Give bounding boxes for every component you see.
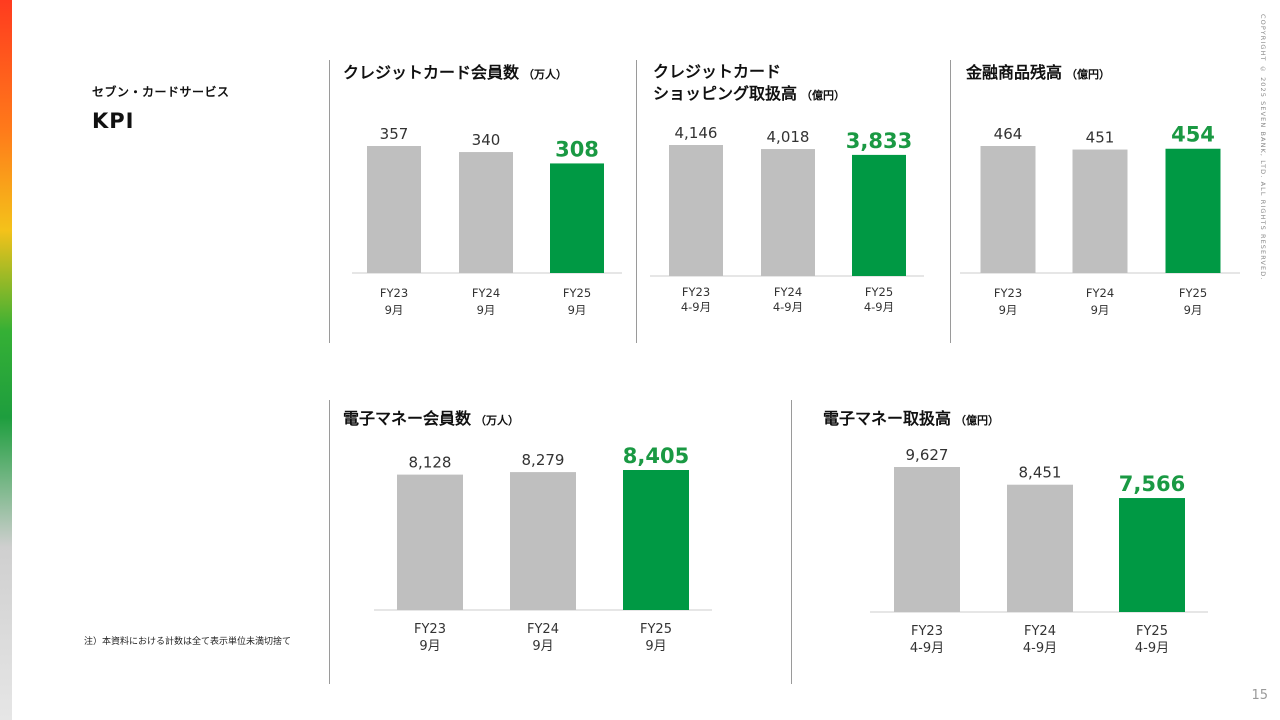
data-label: 8,279 <box>522 451 565 469</box>
data-label: 464 <box>994 125 1023 143</box>
chart-title-text: 電子マネー会員数 <box>343 409 472 428</box>
panel-divider <box>636 60 637 343</box>
category-label: FY24 <box>774 285 802 299</box>
category-label: 9月 <box>419 639 440 654</box>
category-label: FY25 <box>865 285 893 299</box>
bar <box>623 470 689 610</box>
section-subtitle: セブン・カードサービス <box>92 85 230 99</box>
panel-divider <box>329 60 330 343</box>
chart-title-credit-shopping: クレジットカード ショッピング取扱高 （億円） <box>653 61 845 107</box>
data-label: 3,833 <box>846 129 912 153</box>
chart-unit: （億円） <box>955 414 1000 427</box>
left-gradient-stripe <box>0 0 12 720</box>
data-label: 4,146 <box>675 124 718 142</box>
bar <box>550 163 604 273</box>
data-label: 7,566 <box>1119 472 1185 496</box>
bar <box>669 145 723 276</box>
chart-title-emoney-members: 電子マネー会員数 （万人） <box>343 408 519 432</box>
data-label: 454 <box>1171 123 1215 147</box>
category-label: 4-9月 <box>1135 641 1169 656</box>
bar <box>894 467 960 612</box>
category-label: 4-9月 <box>681 300 711 314</box>
data-label: 8,405 <box>623 444 689 468</box>
bar <box>510 472 576 610</box>
chart-title-line-1: クレジットカード <box>653 62 782 81</box>
category-label: 9月 <box>477 303 496 317</box>
category-label: 9月 <box>1184 303 1203 317</box>
category-label: FY24 <box>527 622 559 637</box>
bar <box>397 474 463 610</box>
category-label: FY25 <box>1179 286 1207 300</box>
section-title: KPI <box>92 109 135 133</box>
data-label: 340 <box>472 131 501 149</box>
chart-unit: （億円） <box>1066 68 1111 81</box>
category-label: 9月 <box>385 303 404 317</box>
chart-unit: （万人） <box>523 68 568 81</box>
category-label: 9月 <box>532 639 553 654</box>
bar <box>1119 498 1185 612</box>
chart-3: 464 FY23 9月 451 FY24 9月 454 FY25 9月 <box>960 123 1240 317</box>
category-label: 4-9月 <box>773 300 803 314</box>
chart-unit: （億円） <box>801 89 846 102</box>
bar <box>980 146 1036 273</box>
bar <box>1165 148 1221 273</box>
category-label: 9月 <box>1091 303 1110 317</box>
chart-title-text: クレジットカード会員数 <box>343 63 520 82</box>
page-number: 15 <box>1251 688 1268 703</box>
category-label: FY23 <box>414 622 446 637</box>
data-label: 308 <box>555 137 599 161</box>
chart-5: 9,627 FY23 4-9月 8,451 FY24 4-9月 7,566 FY25 4-9月 <box>870 446 1208 656</box>
category-label: 4-9月 <box>864 300 894 314</box>
chart-4: 8,128 FY23 9月 8,279 FY24 9月 8,405 FY25 9月 <box>374 444 712 654</box>
chart-title-credit-members: クレジットカード会員数 （万人） <box>343 62 567 86</box>
category-label: 4-9月 <box>1023 641 1057 656</box>
chart-title-financial-products: 金融商品残高 （億円） <box>966 62 1110 86</box>
category-label: 9月 <box>568 303 587 317</box>
category-label: 9月 <box>645 639 666 654</box>
category-label: FY23 <box>994 286 1022 300</box>
panel-divider <box>950 60 951 343</box>
panel-divider <box>791 400 792 684</box>
data-label: 8,451 <box>1019 464 1062 482</box>
bar <box>761 149 815 276</box>
chart-1: 357 FY23 9月 340 FY24 9月 308 FY25 9月 <box>352 125 622 317</box>
panel-divider <box>329 400 330 684</box>
category-label: FY24 <box>472 286 500 300</box>
category-label: FY24 <box>1024 624 1056 639</box>
chart-title-text: 金融商品残高 <box>966 63 1063 82</box>
data-label: 4,018 <box>767 128 810 146</box>
chart-title-text: 電子マネー取扱高 <box>823 409 952 428</box>
category-label: FY25 <box>1136 624 1168 639</box>
category-label: FY25 <box>563 286 591 300</box>
bar <box>1007 484 1073 612</box>
bar <box>852 154 906 276</box>
chart-unit: （万人） <box>475 414 520 427</box>
category-label: FY23 <box>911 624 943 639</box>
chart-title-line-2: ショッピング取扱高 <box>653 84 798 103</box>
category-label: FY23 <box>380 286 408 300</box>
category-label: FY24 <box>1086 286 1114 300</box>
bar <box>1072 149 1128 273</box>
category-label: FY25 <box>640 622 672 637</box>
category-label: 9月 <box>999 303 1018 317</box>
copyright-notice: COPYRIGHT © 2025 SEVEN BANK, LTD. ALL RI… <box>1259 14 1267 281</box>
footnote: 注）本資料における計数は全て表示単位未満切捨て <box>84 637 292 647</box>
bar <box>459 152 513 273</box>
chart-title-emoney-transactions: 電子マネー取扱高 （億円） <box>823 408 999 432</box>
category-label: FY23 <box>682 285 710 299</box>
bar <box>367 146 421 273</box>
data-label: 9,627 <box>906 446 949 464</box>
category-label: 4-9月 <box>910 641 944 656</box>
data-label: 8,128 <box>409 454 452 472</box>
data-label: 357 <box>380 125 409 143</box>
data-label: 451 <box>1086 129 1115 147</box>
